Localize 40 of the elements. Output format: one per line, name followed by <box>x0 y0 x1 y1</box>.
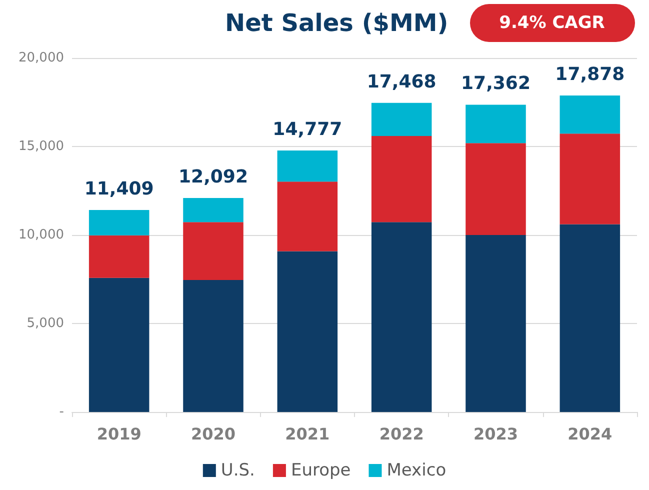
total-label: 17,362 <box>461 73 530 94</box>
x-tick-label: 2023 <box>473 424 518 444</box>
bar <box>88 235 150 278</box>
x-tick-label: 2020 <box>190 424 236 444</box>
bar <box>466 143 526 235</box>
bar <box>183 280 244 412</box>
y-tick-label: 20,000 <box>18 50 64 66</box>
bar <box>277 150 338 182</box>
bar <box>466 235 526 412</box>
legend-label: U.S. <box>220 460 255 480</box>
bar <box>183 222 244 280</box>
total-label: 17,878 <box>555 64 625 86</box>
total-label: 12,092 <box>178 166 248 188</box>
bar <box>277 182 338 252</box>
bar <box>277 251 338 412</box>
bar <box>560 96 620 134</box>
total-label: 11,409 <box>84 178 154 200</box>
bar <box>88 278 150 412</box>
y-tick-label: 15,000 <box>18 139 64 154</box>
bar <box>371 136 432 222</box>
y-tick-label: - <box>59 404 64 420</box>
chart-title: Net Sales ($MM) <box>225 9 448 37</box>
bar <box>560 134 620 224</box>
bar <box>88 210 150 236</box>
bar <box>466 104 526 144</box>
bar <box>371 102 432 136</box>
bar <box>371 222 432 412</box>
y-tick-label: 5,000 <box>26 316 64 331</box>
total-label: 14,777 <box>272 118 342 140</box>
total-label: 17,468 <box>366 71 436 92</box>
x-tick-label: 2022 <box>379 424 424 444</box>
x-tick-label: 2024 <box>568 424 612 444</box>
text: 9.4% CAGR <box>499 13 605 33</box>
bar <box>183 198 244 222</box>
bar <box>560 224 620 412</box>
x-tick-label: 2019 <box>96 424 142 444</box>
legend-label: Mexico <box>386 460 446 480</box>
legend-label: Europe <box>290 460 351 480</box>
x-tick-label: 2021 <box>285 424 330 444</box>
y-tick-label: 10,000 <box>18 228 64 242</box>
